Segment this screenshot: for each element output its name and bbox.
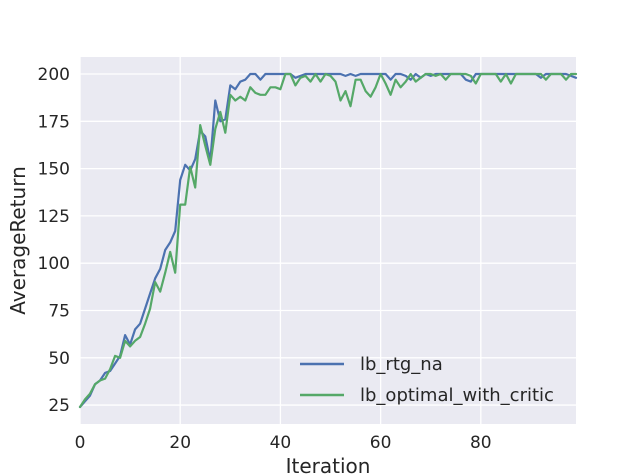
plot-area bbox=[80, 57, 576, 424]
x-tick-label: 60 bbox=[370, 433, 392, 453]
y-tick-label: 75 bbox=[48, 301, 70, 321]
y-tick-label: 25 bbox=[48, 396, 70, 416]
y-tick-label: 100 bbox=[38, 254, 70, 274]
x-tick-label: 80 bbox=[470, 433, 492, 453]
y-tick-label: 125 bbox=[38, 207, 70, 227]
x-tick-label: 40 bbox=[270, 433, 292, 453]
y-axis-label: AverageReturn bbox=[6, 166, 30, 315]
legend-label-lb-rtg-na: lb_rtg_na bbox=[360, 354, 443, 375]
series-line-lb-optimal-with-critic bbox=[78, 72, 578, 409]
y-tick-label: 50 bbox=[48, 349, 70, 369]
series-lines bbox=[78, 72, 578, 409]
x-tick-label: 0 bbox=[75, 433, 86, 453]
x-tick-labels: 0 20 40 60 80 bbox=[75, 433, 492, 453]
legend: lb_rtg_na lb_optimal_with_critic bbox=[300, 354, 554, 406]
legend-label-lb-optimal-with-critic: lb_optimal_with_critic bbox=[360, 385, 554, 406]
y-tick-labels: 25 50 75 100 125 150 175 200 bbox=[38, 65, 70, 416]
x-axis-label: Iteration bbox=[286, 454, 371, 476]
y-tick-label: 150 bbox=[38, 160, 70, 180]
y-tick-label: 200 bbox=[38, 65, 70, 85]
x-tick-label: 20 bbox=[169, 433, 191, 453]
y-tick-label: 175 bbox=[38, 112, 70, 132]
